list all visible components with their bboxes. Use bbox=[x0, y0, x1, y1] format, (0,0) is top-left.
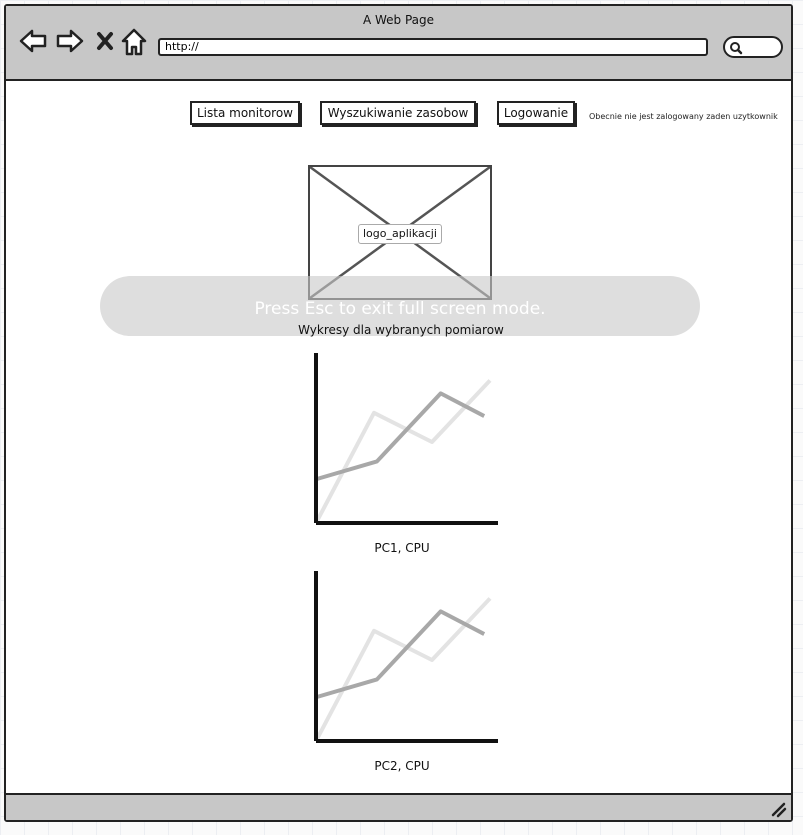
section-title: Wykresy dla wybranych pomiarow bbox=[298, 323, 504, 337]
status-bar bbox=[6, 793, 791, 820]
chart-caption-pc2: PC2, CPU bbox=[374, 759, 430, 773]
window-title: A Web Page bbox=[362, 13, 435, 27]
series-line-2 bbox=[315, 609, 486, 700]
browser-window: A Web Page http:// Lista monitorow Wyszu… bbox=[4, 4, 793, 822]
url-input[interactable]: http:// bbox=[158, 38, 708, 56]
chart-pc1-cpu bbox=[314, 353, 498, 525]
back-arrow-icon[interactable] bbox=[19, 28, 47, 54]
login-button[interactable]: Logowanie bbox=[497, 101, 575, 125]
resize-grip-icon[interactable] bbox=[769, 800, 787, 818]
chart-caption-pc1: PC1, CPU bbox=[374, 541, 430, 555]
close-icon[interactable] bbox=[96, 31, 114, 51]
fullscreen-toast: Press Esc to exit full screen mode. bbox=[100, 276, 700, 336]
series-line-1 bbox=[314, 379, 492, 524]
search-icon bbox=[730, 42, 743, 55]
chart-pc2-cpu bbox=[314, 571, 498, 743]
logo-label: logo_aplikacji bbox=[358, 224, 442, 244]
page-content: Lista monitorow Wyszukiwanie zasobow Log… bbox=[6, 81, 791, 795]
home-icon[interactable] bbox=[121, 28, 147, 56]
login-status-text: Obecnie nie jest zalogowany zaden uzytko… bbox=[589, 112, 778, 121]
resource-search-button[interactable]: Wyszukiwanie zasobow bbox=[320, 101, 476, 125]
series-line-1 bbox=[314, 597, 492, 742]
title-bar: A Web Page http:// bbox=[6, 6, 791, 81]
forward-arrow-icon[interactable] bbox=[56, 28, 84, 54]
monitor-list-button[interactable]: Lista monitorow bbox=[190, 101, 300, 125]
search-field[interactable] bbox=[723, 36, 783, 58]
series-line-2 bbox=[315, 391, 486, 482]
